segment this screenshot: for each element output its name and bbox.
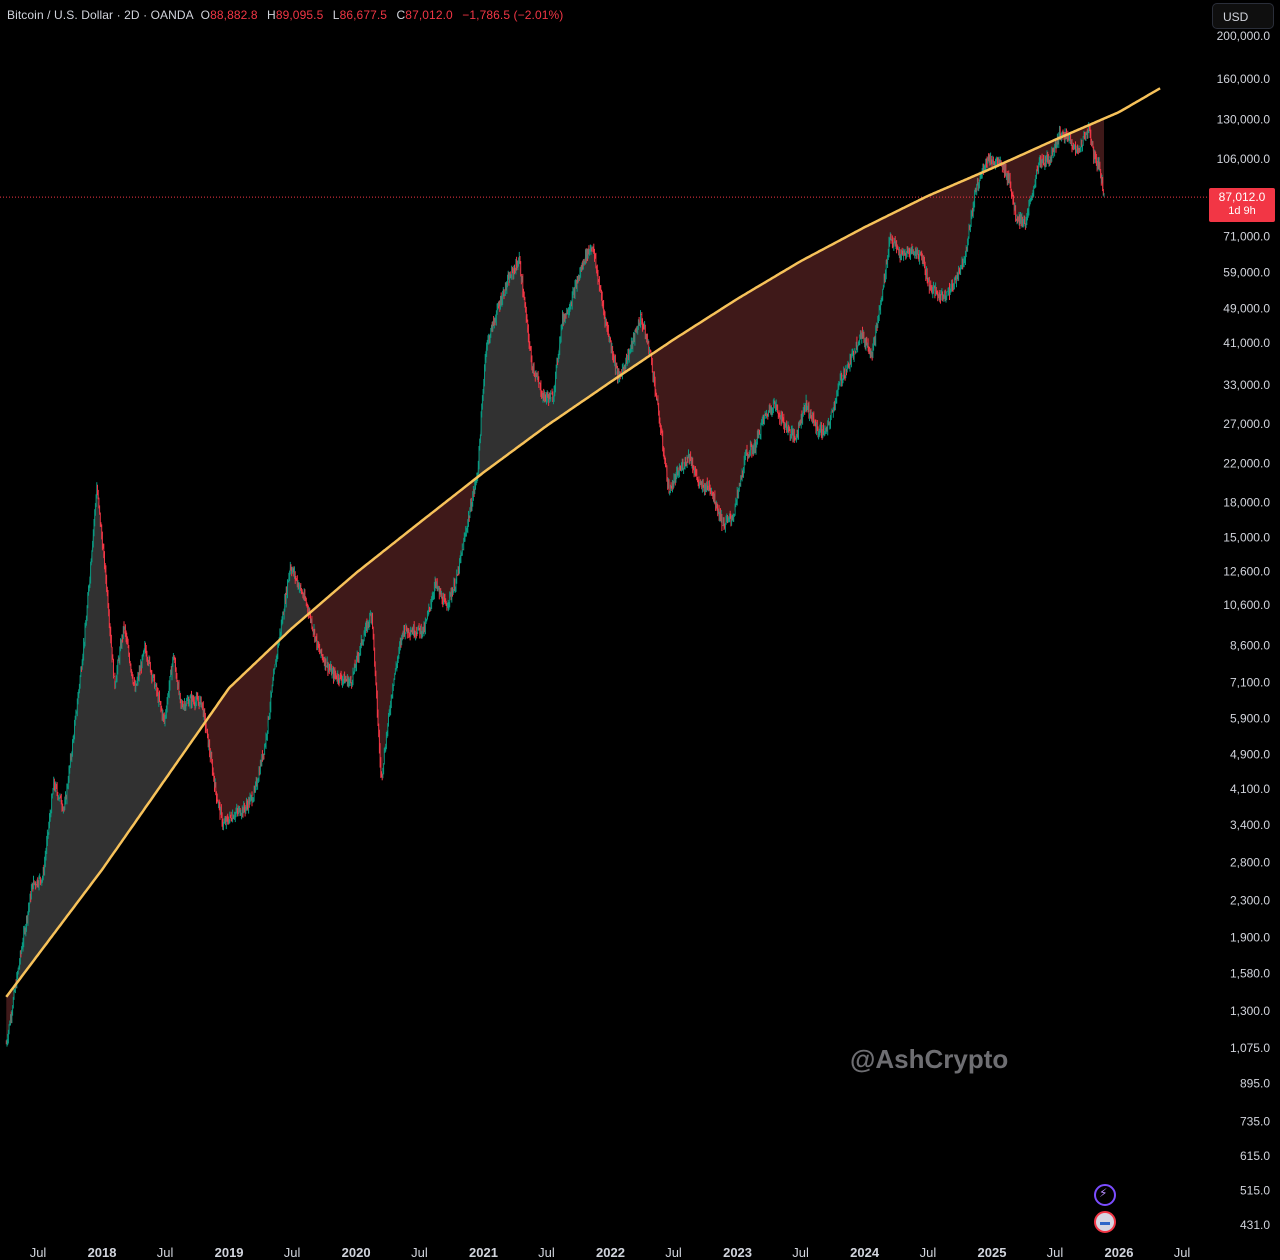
- fill-below-curve: [309, 478, 477, 777]
- y-tick-label: 59,000.0: [1223, 265, 1270, 279]
- fill-below-curve: [1063, 118, 1104, 196]
- low-value: 86,677.5: [339, 8, 388, 22]
- y-tick-label: 7,100.0: [1230, 675, 1270, 689]
- y-tick-label: 12,600.0: [1223, 564, 1270, 578]
- y-tick-label: 1,300.0: [1230, 1004, 1270, 1018]
- x-tick-label: 2024: [850, 1245, 880, 1260]
- y-tick-label: 71,000.0: [1223, 230, 1270, 244]
- x-tick-label: 2023: [723, 1245, 752, 1260]
- bar-countdown: 1d 9h: [1228, 205, 1256, 217]
- y-tick-label: 2,800.0: [1230, 856, 1270, 870]
- y-tick-label: 4,100.0: [1230, 782, 1270, 796]
- currency-selector[interactable]: USD: [1212, 3, 1274, 29]
- y-tick-label: 200,000.0: [1217, 29, 1271, 43]
- symbol-legend: Bitcoin / U.S. Dollar · 2D · OANDA O88,8…: [7, 8, 563, 22]
- x-tick-label: 2019: [215, 1245, 244, 1260]
- y-tick-label: 106,000.0: [1217, 152, 1271, 166]
- x-tick-label: 2021: [469, 1245, 498, 1260]
- low-label: L: [332, 8, 340, 22]
- price-axis[interactable]: 200,000.0 160,000.0 130,000.0 106,000.0 71,0…: [1217, 29, 1271, 1232]
- fill-above-curve: [476, 244, 618, 478]
- y-tick-label: 895.0: [1240, 1076, 1270, 1090]
- x-tick-label: 2026: [1105, 1245, 1134, 1260]
- fill-above-curve: [279, 565, 310, 641]
- flag-icon[interactable]: [1094, 1211, 1116, 1233]
- x-tick-label: Jul: [792, 1245, 809, 1260]
- last-price-value: 87,012.0: [1218, 190, 1266, 204]
- x-tick-label: Jul: [284, 1245, 301, 1260]
- log-growth-curve[interactable]: [5, 87, 1161, 998]
- change-value: −1,786.5 (−2.01%): [462, 8, 564, 22]
- y-tick-label: 18,000.0: [1223, 495, 1270, 509]
- fill-above-curve: [16, 486, 205, 984]
- x-tick-label: Jul: [411, 1245, 428, 1260]
- x-tick-label: Jul: [1047, 1245, 1064, 1260]
- x-tick-label: Jul: [538, 1245, 555, 1260]
- y-tick-label: 615.0: [1240, 1149, 1270, 1163]
- x-tick-label: Jul: [1174, 1245, 1191, 1260]
- high-value: 89,095.5: [275, 8, 324, 22]
- y-tick-label: 10,600.0: [1223, 598, 1270, 612]
- time-axis[interactable]: Jul 2018 Jul 2019 Jul 2020 Jul 2021 Jul 2022 Jul 20…: [30, 1245, 1191, 1260]
- y-tick-label: 41,000.0: [1223, 336, 1270, 350]
- x-tick-label: Jul: [157, 1245, 174, 1260]
- curve-deviation-fill: [6, 118, 1104, 1044]
- open-label: O: [200, 8, 211, 22]
- y-tick-label: 1,075.0: [1230, 1041, 1270, 1055]
- y-tick-label: 33,000.0: [1223, 378, 1270, 392]
- y-tick-label: 735.0: [1240, 1115, 1270, 1129]
- y-tick-label: 431.0: [1240, 1218, 1270, 1232]
- y-tick-label: 27,000.0: [1223, 417, 1270, 431]
- lightning-icon[interactable]: [1094, 1184, 1116, 1206]
- y-tick-label: 1,900.0: [1230, 931, 1270, 945]
- y-tick-label: 130,000.0: [1217, 112, 1271, 126]
- x-tick-label: Jul: [30, 1245, 47, 1260]
- open-value: 88,882.8: [210, 8, 258, 22]
- y-tick-label: 160,000.0: [1217, 72, 1271, 86]
- y-tick-label: 8,600.0: [1230, 638, 1270, 652]
- close-value: 87,012.0: [405, 8, 453, 22]
- x-tick-label: Jul: [920, 1245, 937, 1260]
- y-tick-label: 4,900.0: [1230, 747, 1270, 761]
- y-tick-label: 1,580.0: [1230, 966, 1270, 980]
- x-tick-label: 2018: [88, 1245, 117, 1260]
- x-tick-label: Jul: [665, 1245, 682, 1260]
- y-tick-label: 3,400.0: [1230, 818, 1270, 832]
- close-label: C: [396, 8, 406, 22]
- y-tick-label: 5,900.0: [1230, 711, 1270, 725]
- high-label: H: [267, 8, 276, 22]
- y-tick-label: 2,300.0: [1230, 894, 1270, 908]
- fill-below-curve: [205, 641, 279, 825]
- x-tick-label: 2020: [342, 1245, 371, 1260]
- y-tick-label: 15,000.0: [1223, 531, 1270, 545]
- last-price-label: 87,012.0 1d 9h: [1209, 188, 1275, 222]
- y-tick-label: 49,000.0: [1223, 301, 1270, 315]
- x-tick-label: 2022: [596, 1245, 625, 1260]
- watermark: @AshCrypto: [850, 1044, 1009, 1074]
- y-tick-label: 515.0: [1240, 1184, 1270, 1198]
- symbol-title[interactable]: Bitcoin / U.S. Dollar · 2D · OANDA: [7, 8, 194, 22]
- fill-below-curve: [650, 172, 982, 526]
- x-tick-label: 2025: [978, 1245, 1007, 1260]
- y-tick-label: 22,000.0: [1223, 456, 1270, 470]
